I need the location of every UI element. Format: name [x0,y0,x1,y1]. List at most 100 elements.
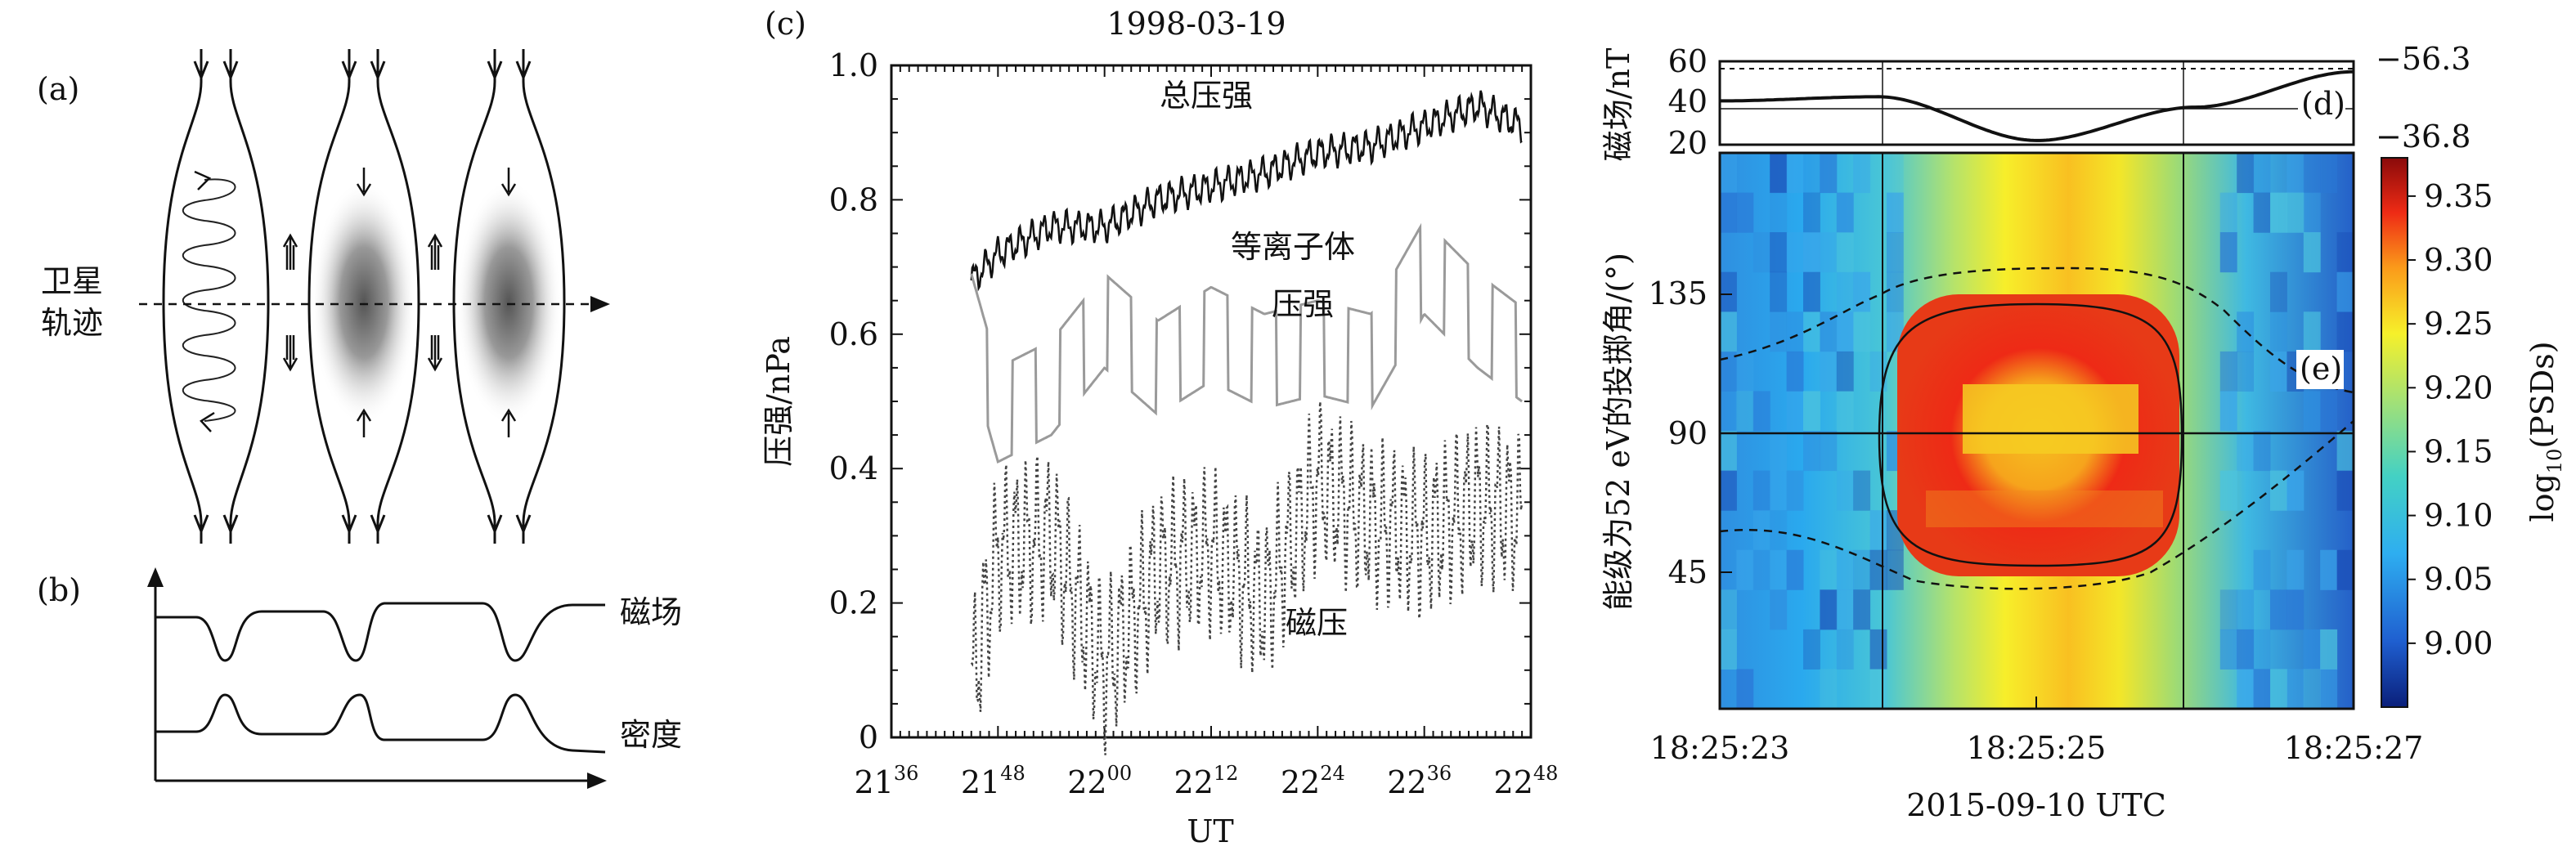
e-heatmap-cell [1886,271,1904,312]
e-heatmap-cell [2336,311,2354,352]
d-field-curve [1720,69,2354,142]
e-heatmap-cell [1820,431,1838,472]
e-heatmap-cell [1720,589,1737,630]
e-heatmap-cell [1869,351,1887,392]
e-heatmap-cell [1736,192,1754,233]
e-heatmap-cell [1820,153,1838,194]
e-heatmap-cell [1803,431,1820,472]
d-ytick-60: 60 [1668,43,1708,79]
annotation-total-pressure: 总压强 [1160,78,1253,114]
panel-d: (d) 60 40 20 −56.3 −36.8 磁场/nT [1600,41,2471,161]
d-right-tick-bottom: −36.8 [2376,119,2471,155]
track-label-line1: 卫星 [41,263,103,299]
panel-b-label: (b) [37,572,81,608]
e-heatmap-cell [1720,629,1737,670]
colorbar-tick-label: 9.30 [2424,242,2493,278]
c-ytick-label: 0.2 [829,585,878,621]
e-heatmap-cell [2303,192,2321,233]
e-heatmap-cell [2219,351,2237,392]
e-xtick-3: 18:25:27 [2284,730,2424,766]
e-heatmap-cell [1836,470,1854,511]
e-heatmap-cell [1853,549,1871,590]
e-heatmap-cell [1720,271,1737,312]
e-heatmap-cell [1720,351,1737,392]
e-heatmap-cell [2270,192,2287,233]
e-heatmap-cell [1770,271,1788,312]
e-xtick-1: 18:25:23 [1650,730,1790,766]
e-heatmap-cell [2253,669,2271,709]
c-xtick-label: 2236 [1387,762,1452,800]
e-heatmap-cell [1720,153,1737,194]
panel-d-label: (d) [2301,86,2345,122]
e-heatmap-cell [1770,470,1788,511]
c-ytick-label: 0.4 [829,450,878,486]
e-heatmap-cell [1770,589,1788,630]
e-heatmap-cell [2320,391,2338,432]
d-plot-frame [1718,60,2355,146]
e-heatmap-cell [1752,232,1770,273]
c-ytick-label: 0.6 [829,316,878,352]
panel-c-label: (c) [765,6,806,42]
e-heatmap-cell [1853,153,1871,194]
e-heatmap-cell [1720,470,1737,511]
e-heatmap-cell [1820,589,1838,630]
e-xtick-2: 18:25:25 [1967,730,2107,766]
density-label: 密度 [620,717,682,753]
e-heatmap-cell [1820,669,1838,709]
c-x-tick-labels: 2136 2148 2200 2212 2224 2236 2248 [855,762,1559,800]
e-heatmap-cell [1820,549,1838,590]
e-heatmap-cell [2237,431,2255,472]
e-heatmap-cell [1786,549,1804,590]
e-heatmap-cell [2320,549,2338,590]
panel-a-label: (a) [37,71,79,107]
e-heatmap-cell [1736,391,1754,432]
e-heatmap-cell [1752,549,1770,590]
e-heatmap-cell [2270,669,2287,709]
e-heatmap-cell [2219,589,2237,630]
e-heatmap-cell [1836,311,1854,352]
c-ytick-label: 0 [859,719,878,755]
e-heatmap-cell [1836,232,1854,273]
field-label: 磁场 [620,594,682,630]
e-heatmap-cell [2336,549,2354,590]
e-heatmap-cell [1869,549,1887,590]
c-xtick-label: 2224 [1281,762,1345,800]
c-series [970,90,1524,755]
c-series-line-1 [970,90,1523,292]
e-heatmap-cell [1820,232,1838,273]
e-heatmap-cell [1736,351,1754,392]
top-axis-label: 1998-03-19 [1106,6,1286,42]
colorbar-tick-label: 9.00 [2424,625,2493,661]
e-heatmap-cell [2303,391,2321,432]
e-heatmap-cell [2270,311,2287,352]
e-heatmap-cell [2287,470,2304,511]
e-heatmap-cell [2253,629,2271,670]
e-heatmap-cell [2320,669,2338,709]
e-heatmap-cell [2336,431,2354,472]
e-heatmap-cell [1803,153,1820,194]
annotation-magnetic-pressure: 磁压 [1286,605,1348,641]
e-heatmap-cell [2303,629,2321,670]
e-heatmap-cell [2253,153,2271,194]
e-heatmap-cell [1836,192,1854,233]
e-heatmap-cell [2336,232,2354,273]
c-ytick-label: 1.0 [829,47,878,83]
e-heatmap-cell [2287,192,2304,233]
e-heatmap-cell [2336,271,2354,312]
e-heatmap-cell [2303,311,2321,352]
e-heatmap-cell [1836,629,1854,670]
e-heatmap-cell [1752,391,1770,432]
colorbar [2381,157,2408,708]
e-heatmap-cell [2303,153,2321,194]
gyration-spiral [182,178,236,422]
colorbar-tick-label: 9.20 [2424,370,2493,405]
e-heatmap-cell [1869,629,1887,670]
e-heatmap-cell [2270,271,2287,312]
e-heatmap-cell [1786,153,1804,194]
e-heatmap-cell [2287,153,2304,194]
e-heatmap-cell [2270,589,2287,630]
panel-a: (a) [37,49,610,544]
c-series-line-2 [970,222,1523,464]
y-axis-arrow [147,567,164,587]
e-heatmap-cell [1853,271,1871,312]
